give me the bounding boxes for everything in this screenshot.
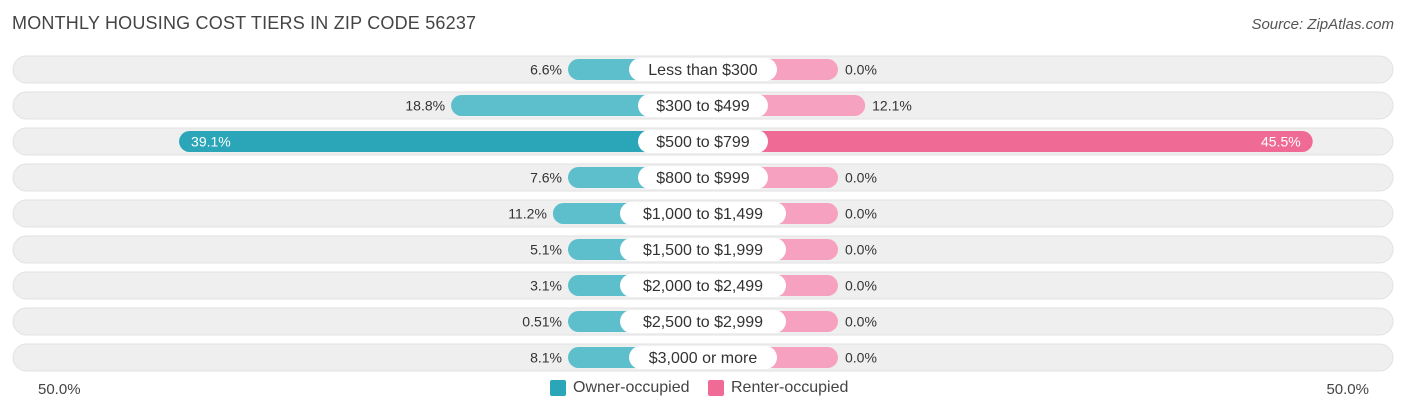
source-label: Source: ZipAtlas.com [1251,16,1394,33]
category-pill [620,310,786,333]
category-label: $800 to $999 [656,170,750,187]
renter-bar [703,131,1313,152]
owner-value-label: 6.6% [530,62,562,78]
category-label: $500 to $799 [656,134,750,151]
legend-owner-label: Owner-occupied [573,379,690,396]
category-pill [638,130,768,153]
category-label: $3,000 or more [649,350,758,367]
category-pill [620,238,786,261]
owner-value-label: 5.1% [530,242,562,258]
renter-value-label: 45.5% [1261,134,1301,150]
legend-owner-swatch [550,380,566,396]
owner-value-label: 3.1% [530,278,562,294]
category-pill [620,274,786,297]
owner-value-label: 18.8% [405,98,445,114]
category-label: $2,000 to $2,499 [643,278,763,295]
category-pill [620,202,786,225]
renter-value-label: 0.0% [845,206,877,222]
chart-title: MONTHLY HOUSING COST TIERS IN ZIP CODE 5… [12,13,477,33]
axis-right-label: 50.0% [1326,381,1369,398]
category-pill [629,58,777,81]
category-label: $1,500 to $1,999 [643,242,763,259]
category-label: $1,000 to $1,499 [643,206,763,223]
category-pill [629,346,777,369]
renter-value-label: 0.0% [845,278,877,294]
renter-value-label: 0.0% [845,170,877,186]
diverging-bar-chart: 6.6% 0.0% Less than $300 18.8% 12.1% $300 to … [12,55,1394,372]
owner-value-label: 7.6% [530,170,562,186]
category-pill [638,166,768,189]
renter-value-label: 0.0% [845,314,877,330]
category-label: $300 to $499 [656,98,750,115]
owner-value-label: 0.51% [522,314,562,330]
legend-renter-label: Renter-occupied [731,379,849,396]
renter-value-label: 12.1% [872,98,912,114]
legend: Owner-occupied Renter-occupied [0,379,1406,401]
category-label: Less than $300 [648,62,758,79]
owner-value-label: 8.1% [530,350,562,366]
owner-bar [179,131,703,152]
category-label: $2,500 to $2,999 [643,314,763,331]
renter-value-label: 0.0% [845,62,877,78]
legend-owner: Owner-occupied [550,379,690,397]
owner-value-label: 39.1% [191,134,231,150]
category-pill [638,94,768,117]
renter-value-label: 0.0% [845,350,877,366]
legend-renter: Renter-occupied [708,379,848,397]
renter-value-label: 0.0% [845,242,877,258]
owner-value-label: 11.2% [508,206,547,222]
axis-left-label: 50.0% [38,381,81,398]
legend-renter-swatch [708,380,724,396]
